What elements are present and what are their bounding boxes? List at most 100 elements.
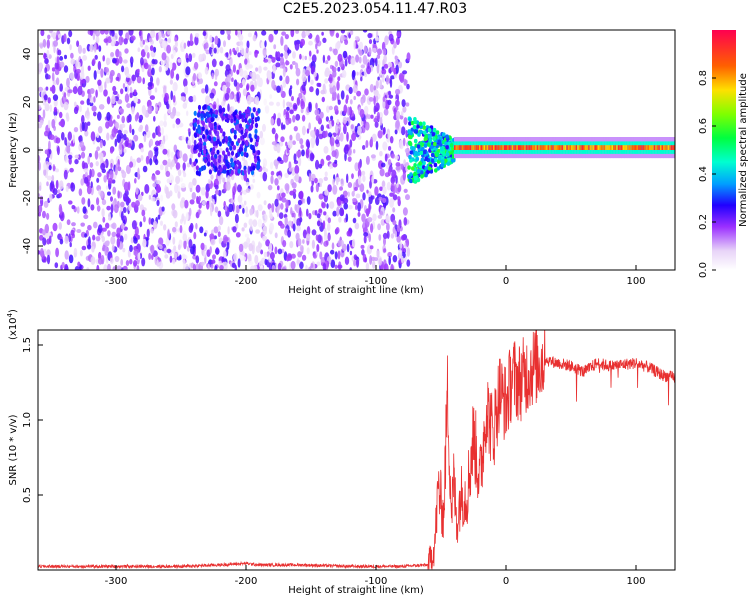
heatmap-cell bbox=[391, 46, 395, 55]
heatmap-cell bbox=[201, 88, 206, 94]
heatmap-cell bbox=[292, 61, 296, 65]
heatmap-cell bbox=[52, 32, 57, 40]
heatmap-cell bbox=[154, 87, 158, 93]
heatmap-cell bbox=[235, 119, 240, 125]
heatmap-cell bbox=[217, 210, 222, 218]
heatmap-cell bbox=[129, 161, 134, 168]
heatmap-cell bbox=[285, 75, 290, 85]
heatmap-cell bbox=[73, 127, 79, 133]
heatmap-cell bbox=[286, 106, 290, 111]
heatmap-cell bbox=[354, 186, 358, 191]
heatmap-cell bbox=[245, 181, 250, 187]
heatmap-cell bbox=[69, 44, 72, 51]
heatmap-cell bbox=[189, 33, 193, 43]
heatmap-cell bbox=[43, 162, 47, 171]
heatmap-cell bbox=[276, 101, 281, 107]
heatmap-cell bbox=[652, 145, 655, 150]
heatmap-cell bbox=[237, 52, 241, 58]
heatmap-cell bbox=[389, 192, 394, 197]
heatmap-cell bbox=[516, 145, 519, 150]
heatmap-cell bbox=[217, 225, 221, 231]
heatmap-cell bbox=[103, 38, 109, 43]
heatmap-cell bbox=[200, 113, 204, 119]
heatmap-cell bbox=[281, 197, 287, 203]
heatmap-cell bbox=[196, 119, 200, 125]
heatmap-cell bbox=[424, 173, 428, 178]
heatmap-cell bbox=[226, 117, 230, 123]
heatmap-cell bbox=[499, 145, 502, 150]
heatmap-cell bbox=[276, 51, 281, 61]
heatmap-cell bbox=[274, 232, 278, 239]
heatmap-cell bbox=[112, 266, 117, 270]
heatmap-cell bbox=[563, 145, 566, 150]
heatmap-cell bbox=[249, 137, 253, 143]
heatmap-cell bbox=[394, 224, 398, 230]
heatmap-cell bbox=[158, 237, 164, 246]
heatmap-cell bbox=[532, 145, 535, 150]
heatmap-cell bbox=[376, 54, 381, 59]
heatmap-cell bbox=[315, 34, 320, 44]
heatmap-cell bbox=[188, 95, 194, 103]
heatmap-cell bbox=[290, 30, 295, 38]
heatmap-cell bbox=[294, 204, 298, 211]
heatmap-cell bbox=[107, 36, 112, 44]
heatmap-cell bbox=[198, 195, 202, 202]
heatmap-cell bbox=[227, 151, 231, 157]
spectrogram-x-tick-label: 100 bbox=[626, 276, 645, 287]
heatmap-cell bbox=[117, 166, 122, 172]
heatmap-cell bbox=[175, 175, 181, 185]
heatmap-cell bbox=[172, 84, 175, 91]
heatmap-cell bbox=[129, 92, 133, 99]
heatmap-cell bbox=[81, 114, 85, 124]
heatmap-cell bbox=[658, 145, 661, 150]
heatmap-cell bbox=[219, 108, 223, 114]
heatmap-cell bbox=[98, 83, 104, 93]
heatmap-cell bbox=[259, 137, 265, 146]
heatmap-cell bbox=[289, 102, 293, 108]
heatmap-cell bbox=[301, 30, 307, 39]
heatmap-cell bbox=[198, 202, 202, 209]
heatmap-cell bbox=[295, 113, 301, 121]
snr-x-axis-label: Height of straight line (km) bbox=[288, 585, 424, 596]
heatmap-cell bbox=[566, 145, 569, 150]
heatmap-cell bbox=[245, 113, 249, 119]
heatmap-cell bbox=[276, 144, 281, 154]
heatmap-cell bbox=[46, 238, 50, 245]
heatmap-cell bbox=[378, 258, 382, 266]
heatmap-cell bbox=[270, 170, 275, 176]
heatmap-cell bbox=[344, 39, 349, 45]
heatmap-cell bbox=[213, 47, 217, 54]
heatmap-cell bbox=[45, 73, 49, 80]
heatmap-cell bbox=[51, 174, 55, 182]
heatmap-cell bbox=[193, 110, 197, 116]
heatmap-cell bbox=[390, 263, 394, 270]
heatmap-cell bbox=[140, 57, 144, 66]
heatmap-cell bbox=[398, 139, 404, 150]
heatmap-cell bbox=[193, 122, 197, 128]
heatmap-cell bbox=[51, 118, 56, 129]
heatmap-cell bbox=[202, 31, 207, 37]
heatmap-cell bbox=[239, 67, 244, 77]
heatmap-cell bbox=[594, 145, 597, 150]
heatmap-cell bbox=[244, 117, 248, 123]
heatmap-cell bbox=[183, 239, 187, 250]
heatmap-cell bbox=[381, 68, 387, 75]
heatmap-cell bbox=[89, 30, 94, 37]
heatmap-cell bbox=[214, 35, 219, 45]
heatmap-cell bbox=[184, 85, 189, 95]
heatmap-cell bbox=[174, 252, 178, 260]
heatmap-cell bbox=[124, 140, 129, 147]
heatmap-cell bbox=[143, 133, 147, 143]
heatmap-cell bbox=[57, 33, 62, 39]
heatmap-cell bbox=[398, 249, 403, 259]
heatmap-cell bbox=[63, 101, 69, 111]
heatmap-cell bbox=[348, 106, 353, 116]
heatmap-cell bbox=[222, 234, 228, 244]
heatmap-cell bbox=[192, 52, 196, 58]
heatmap-cell bbox=[347, 106, 350, 116]
heatmap-cell bbox=[369, 180, 372, 189]
heatmap-cell bbox=[301, 55, 305, 61]
heatmap-cell bbox=[507, 145, 510, 150]
heatmap-cell bbox=[250, 84, 255, 92]
heatmap-cell bbox=[463, 145, 466, 150]
